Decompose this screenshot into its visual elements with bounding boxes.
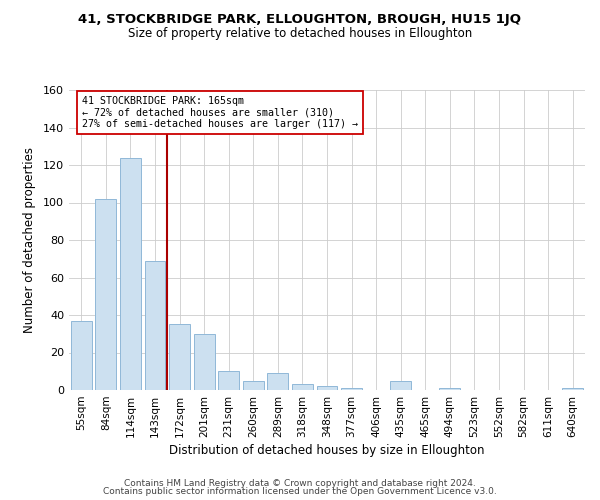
Text: 41, STOCKBRIDGE PARK, ELLOUGHTON, BROUGH, HU15 1JQ: 41, STOCKBRIDGE PARK, ELLOUGHTON, BROUGH… — [79, 12, 521, 26]
Bar — [95, 198, 116, 390]
Bar — [317, 386, 337, 390]
Bar — [71, 320, 92, 390]
Text: Size of property relative to detached houses in Elloughton: Size of property relative to detached ho… — [128, 28, 472, 40]
Bar — [390, 380, 411, 390]
Bar — [243, 380, 264, 390]
Bar — [145, 260, 166, 390]
Bar — [562, 388, 583, 390]
Text: Contains public sector information licensed under the Open Government Licence v3: Contains public sector information licen… — [103, 487, 497, 496]
Bar — [268, 373, 289, 390]
Bar — [194, 334, 215, 390]
Bar — [218, 371, 239, 390]
Bar — [120, 158, 141, 390]
Text: 41 STOCKBRIDGE PARK: 165sqm
← 72% of detached houses are smaller (310)
27% of se: 41 STOCKBRIDGE PARK: 165sqm ← 72% of det… — [82, 96, 358, 129]
Text: Contains HM Land Registry data © Crown copyright and database right 2024.: Contains HM Land Registry data © Crown c… — [124, 478, 476, 488]
Bar — [439, 388, 460, 390]
X-axis label: Distribution of detached houses by size in Elloughton: Distribution of detached houses by size … — [169, 444, 485, 457]
Bar — [341, 388, 362, 390]
Y-axis label: Number of detached properties: Number of detached properties — [23, 147, 36, 333]
Bar — [169, 324, 190, 390]
Bar — [292, 384, 313, 390]
